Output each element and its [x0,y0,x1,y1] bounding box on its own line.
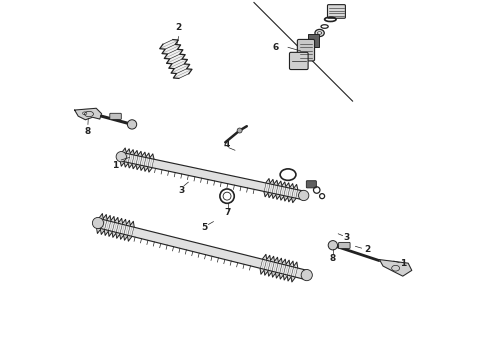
Polygon shape [74,108,101,120]
FancyBboxPatch shape [297,40,315,61]
Ellipse shape [318,32,322,34]
FancyBboxPatch shape [306,181,317,188]
Polygon shape [97,219,308,280]
Circle shape [116,152,126,162]
Polygon shape [121,153,305,200]
Circle shape [237,128,242,133]
Circle shape [93,217,103,229]
Text: 1: 1 [112,161,118,170]
Text: 1: 1 [400,259,407,268]
Circle shape [298,190,309,201]
Polygon shape [264,179,298,203]
FancyBboxPatch shape [327,5,345,18]
Text: 3: 3 [178,185,184,194]
Polygon shape [97,213,134,241]
FancyBboxPatch shape [290,52,308,69]
Text: 8: 8 [85,127,91,136]
Text: 8: 8 [330,254,336,263]
Text: 6: 6 [272,43,279,52]
Text: 7: 7 [224,208,231,217]
FancyBboxPatch shape [339,242,350,248]
Text: 5: 5 [202,223,208,232]
Text: 4: 4 [223,140,229,149]
Text: 2: 2 [175,23,182,32]
Text: 2: 2 [364,246,370,255]
Bar [309,35,319,47]
Polygon shape [120,148,154,172]
FancyBboxPatch shape [110,113,122,120]
Text: 3: 3 [343,233,349,242]
Circle shape [127,120,137,129]
Polygon shape [379,260,412,276]
Circle shape [301,270,312,281]
Polygon shape [260,254,297,282]
Polygon shape [160,40,192,78]
Circle shape [328,240,338,250]
Ellipse shape [315,30,324,37]
